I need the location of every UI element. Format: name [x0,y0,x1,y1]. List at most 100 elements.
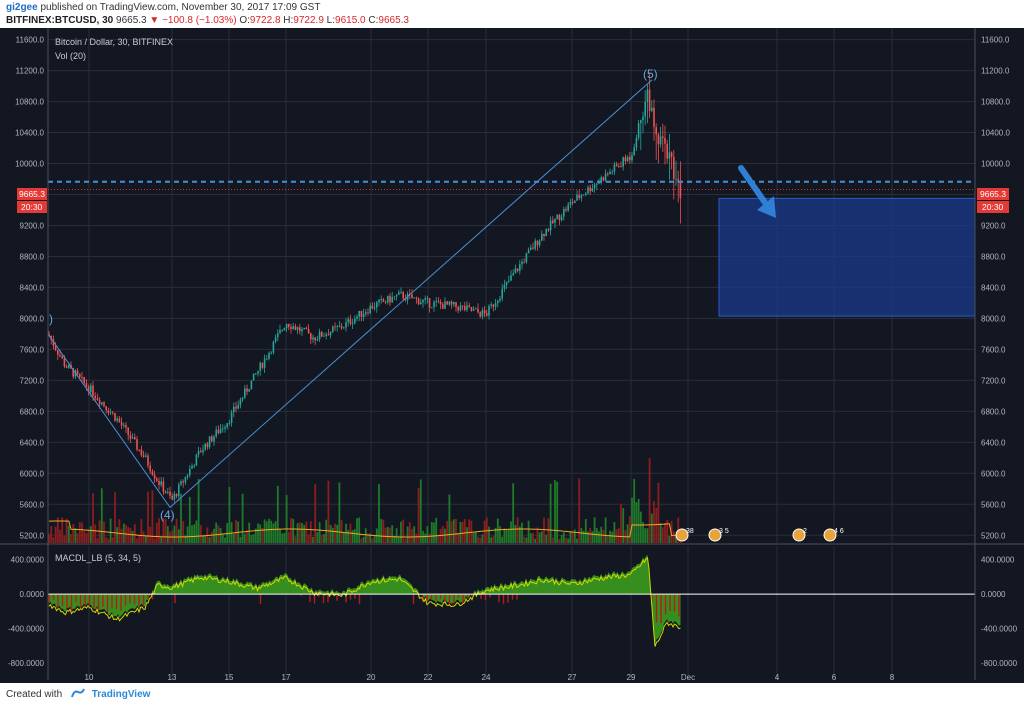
candle-body [272,341,275,353]
candle-body [417,298,420,305]
volume-bar [224,537,226,543]
candle-body [472,309,475,311]
volume-bar [298,522,301,543]
volume-bar [545,534,548,543]
volume-bar [153,538,156,543]
candle-body [501,288,503,299]
volume-bar [83,531,86,543]
volume-bar [356,518,358,543]
event-marker[interactable]: 3 5 [708,528,729,542]
volume-bar [584,519,587,543]
candle-body [158,480,160,485]
volume-bar [281,533,284,543]
candle-body [591,188,594,192]
chart-legend-title: Bitcoin / Dollar, 30, BITFINEX [55,37,173,47]
candle-body [171,495,173,500]
candle-body [483,310,486,314]
volume-bar [578,478,581,543]
candle-body [380,299,382,300]
volume-bar [362,536,365,543]
candle-body [558,214,561,221]
volume-bar [573,529,576,543]
volume-bar [345,523,347,543]
low-label: L: [326,15,336,26]
macd-histogram-bar [655,594,658,623]
macd-histogram-bar [151,594,154,600]
volume-bar [70,534,72,543]
svg-text:9665.3: 9665.3 [980,189,1006,199]
volume-bar [72,524,75,543]
author-link[interactable]: gi2gee [6,2,38,13]
candle-body [303,327,305,330]
volume-bar [129,527,132,543]
volume-bar [287,531,290,543]
volume-bar [661,527,664,543]
target-zone [718,197,976,317]
macd-histogram-bar [300,594,302,596]
x-tick-label: 22 [424,673,433,682]
volume-bar [329,524,332,543]
candle-body [224,427,226,429]
volume-bar [331,527,334,543]
volume-bar [430,522,433,543]
event-marker[interactable]: 38 [675,528,694,542]
macd-histogram-bar [66,594,68,609]
volume-bar [257,523,259,543]
volume-bar [127,526,130,543]
volume-bar [193,524,196,543]
volume-bar [602,529,605,543]
y-tick-label-right: 6800.0 [981,407,1006,416]
volume-bar [219,528,222,543]
candle-body [316,339,319,341]
candle-body [466,305,468,310]
volume-bar [529,533,532,543]
candle-body [235,406,237,409]
footer: Created with TradingView [6,688,150,701]
event-marker[interactable]: 2 [792,528,807,542]
candle-body [277,333,279,338]
candle-body [369,305,371,314]
created-with: Created with [6,689,63,701]
candle-body [283,328,286,331]
event-marker[interactable]: 4 6 [823,528,844,542]
candle-body [145,455,147,457]
tradingview-link[interactable]: TradingView [91,689,151,701]
volume-bar [512,483,515,543]
volume-bar [477,536,479,543]
y-tick-label-left: 6000.0 [20,469,45,478]
candle-body [101,402,103,405]
candle-body [521,261,523,265]
volume-bar [488,526,490,543]
candle-body [228,422,231,424]
volume-bar [188,496,191,543]
candle-body [365,312,367,314]
candle-body [268,352,270,359]
volume-bar [78,522,81,543]
volume-bar [307,534,310,543]
volume-bar [373,535,376,543]
macd-histogram-bar [439,594,442,600]
volume-bar [254,528,257,543]
candle-body [323,335,325,337]
candle-body [435,301,437,302]
macd-histogram-bar [354,594,356,599]
candle-body [178,484,180,497]
volume-bar [111,537,114,543]
open-label: O: [239,15,250,26]
candle-body [490,304,492,306]
wave-4-label: (4) [160,508,175,522]
event-markers[interactable]: 38 3 5 2 4 6 [675,528,844,542]
volume-bar [151,490,154,543]
volume-bar [646,528,649,543]
volume-bar [639,511,642,543]
volume-bar [496,518,499,543]
volume-bar [334,523,336,543]
candle-body [402,291,404,299]
candle-body [569,202,572,205]
candle-body [560,216,563,221]
y-tick-label-right: 5600.0 [981,500,1006,509]
y-tick-label-right: 10400.0 [981,129,1010,138]
candle-body [404,298,407,301]
candle-body [356,316,358,319]
